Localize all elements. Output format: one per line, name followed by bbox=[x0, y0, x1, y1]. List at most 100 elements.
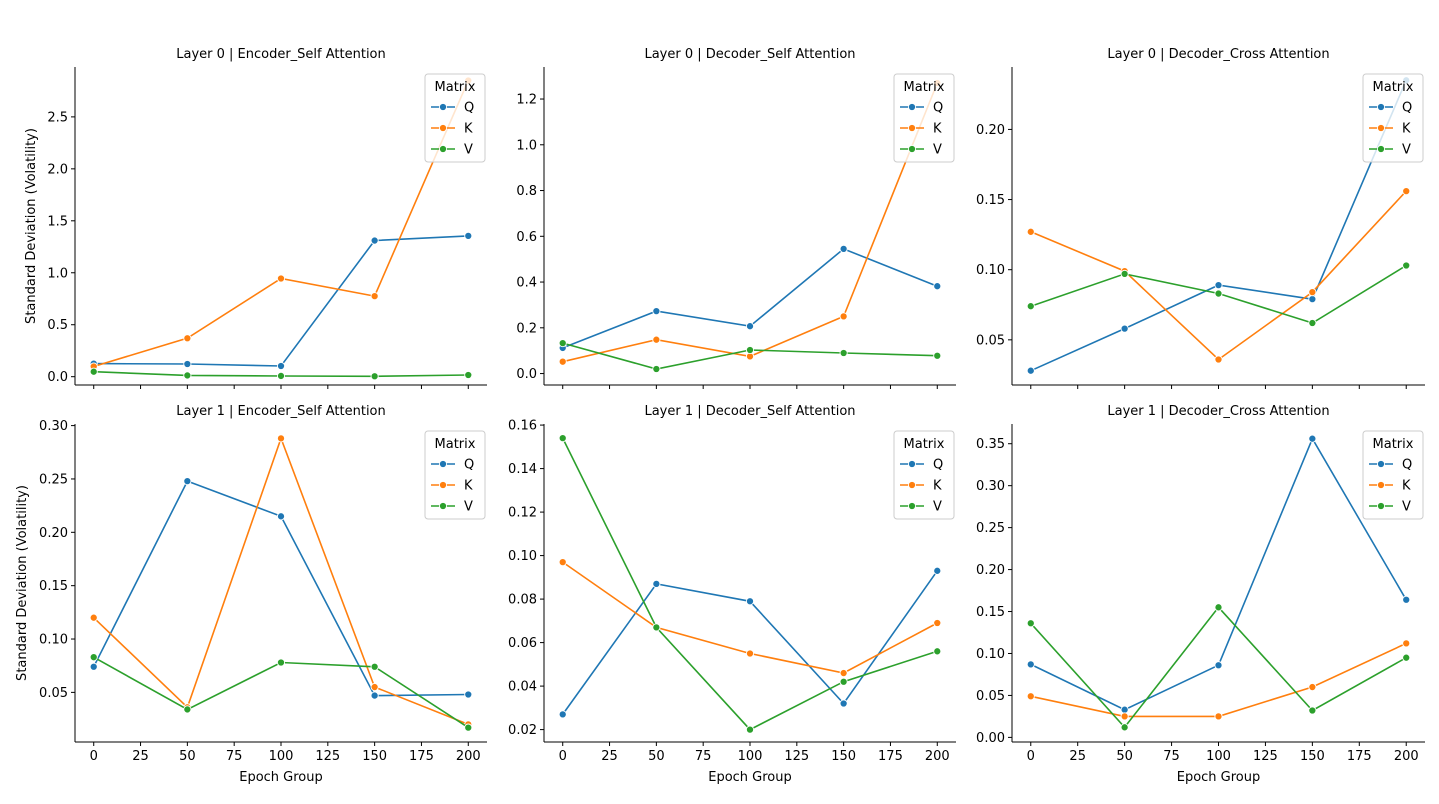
y-tick-label: 0.06 bbox=[508, 636, 537, 651]
data-point-v bbox=[276, 658, 286, 667]
data-point-q bbox=[464, 690, 473, 699]
y-tick-label: 0.08 bbox=[508, 593, 537, 608]
x-tick-label: 150 bbox=[831, 749, 856, 764]
data-point-k bbox=[276, 274, 286, 283]
data-point-q bbox=[183, 359, 192, 369]
y-tick-label: 0.2 bbox=[516, 321, 537, 336]
legend-label-v: V bbox=[1402, 143, 1411, 158]
y-tick-label: 0.10 bbox=[508, 549, 537, 564]
data-point-k bbox=[183, 334, 192, 343]
y-axis-label: Standard Deviation (Volatility) bbox=[15, 485, 30, 681]
data-point-k bbox=[839, 312, 848, 321]
data-point-q bbox=[1026, 366, 1035, 375]
legend-label-v: V bbox=[933, 500, 942, 515]
y-tick-label: 0.05 bbox=[39, 686, 68, 701]
legend-label-k: K bbox=[933, 122, 942, 137]
data-point-k bbox=[89, 613, 98, 622]
data-point-q bbox=[370, 691, 379, 700]
x-tick-label: 0 bbox=[559, 749, 567, 764]
legend-marker-v bbox=[438, 501, 448, 511]
y-tick-label: 0.15 bbox=[39, 579, 68, 594]
y-tick-label: 1.0 bbox=[47, 266, 68, 281]
x-tick-label: 125 bbox=[784, 749, 809, 764]
x-tick-label: 0 bbox=[1027, 749, 1035, 764]
legend-label-q: Q bbox=[933, 458, 943, 473]
y-tick-label: 0.0 bbox=[47, 370, 68, 385]
data-point-q bbox=[1402, 595, 1411, 604]
data-point-q bbox=[464, 231, 473, 240]
data-point-v bbox=[1026, 302, 1035, 311]
data-point-k bbox=[1308, 682, 1317, 692]
legend-marker-v bbox=[907, 501, 917, 511]
x-tick-label: 25 bbox=[132, 749, 149, 764]
data-point-k bbox=[1026, 227, 1035, 236]
legend-marker-k bbox=[438, 480, 448, 490]
data-point-v bbox=[1402, 653, 1411, 662]
legend-label-v: V bbox=[464, 143, 473, 158]
legend-label-k: K bbox=[464, 479, 473, 494]
data-point-v bbox=[652, 623, 661, 632]
y-tick-label: 0.10 bbox=[976, 263, 1005, 278]
data-point-k bbox=[745, 649, 755, 658]
y-tick-label: 0.04 bbox=[508, 680, 537, 695]
series-line-q bbox=[562, 247, 938, 349]
data-point-q bbox=[183, 477, 192, 486]
legend-marker-q bbox=[438, 102, 448, 112]
data-point-k bbox=[276, 434, 286, 443]
data-point-v bbox=[1214, 289, 1223, 298]
x-tick-label: 100 bbox=[1206, 749, 1231, 764]
y-tick-label: 1.2 bbox=[516, 93, 537, 108]
panel-1-2: Layer 1 | Decoder_Cross Attention 0.00 0.0… bbox=[976, 404, 1425, 785]
data-point-v bbox=[745, 725, 755, 734]
legend-label-q: Q bbox=[1402, 458, 1412, 473]
legend-marker-k bbox=[907, 123, 917, 133]
series-line-v bbox=[561, 437, 938, 731]
data-point-v bbox=[558, 434, 567, 443]
x-tick-label: 50 bbox=[1116, 749, 1133, 764]
x-tick-label: 25 bbox=[1069, 749, 1086, 764]
legend-marker-v bbox=[1376, 501, 1386, 511]
x-tick-label: 200 bbox=[1394, 749, 1419, 764]
data-point-v bbox=[1308, 706, 1317, 715]
data-point-v bbox=[839, 677, 848, 686]
y-tick-label: 0.6 bbox=[516, 230, 537, 245]
y-tick-label: 0.14 bbox=[508, 462, 537, 477]
legend-label-q: Q bbox=[464, 458, 474, 473]
legend-label-q: Q bbox=[1402, 101, 1412, 116]
y-tick-label: 0.25 bbox=[976, 521, 1005, 536]
x-tick-label: 25 bbox=[601, 749, 618, 764]
y-tick-label: 0.20 bbox=[976, 563, 1005, 578]
data-point-v bbox=[933, 647, 942, 656]
y-tick-label: 0.30 bbox=[976, 479, 1005, 494]
y-tick-label: 0.05 bbox=[976, 689, 1005, 704]
data-point-q bbox=[933, 282, 942, 291]
data-point-k bbox=[933, 618, 942, 628]
data-point-v bbox=[370, 372, 379, 381]
series-line-q bbox=[1030, 79, 1407, 372]
data-point-q bbox=[745, 597, 755, 606]
x-tick-label: 100 bbox=[269, 749, 294, 764]
data-point-k bbox=[1402, 639, 1411, 648]
legend-title: Matrix bbox=[435, 437, 476, 452]
x-tick-label: 100 bbox=[738, 749, 763, 764]
x-tick-label: 50 bbox=[648, 749, 665, 764]
data-point-v bbox=[1214, 603, 1223, 612]
data-point-q bbox=[1026, 660, 1035, 669]
data-point-k bbox=[1214, 355, 1223, 364]
series-line-v bbox=[93, 656, 469, 729]
y-tick-label: 0.20 bbox=[39, 526, 68, 541]
legend-title: Matrix bbox=[1373, 437, 1414, 452]
legend-box bbox=[424, 430, 486, 520]
data-point-q bbox=[652, 579, 661, 588]
data-point-v bbox=[183, 371, 192, 380]
x-axis-label: Epoch Group bbox=[1177, 770, 1261, 785]
data-point-q bbox=[1120, 324, 1129, 333]
data-point-k bbox=[1120, 712, 1129, 721]
data-point-v bbox=[558, 339, 567, 348]
legend-label-k: K bbox=[1402, 479, 1411, 494]
data-point-v bbox=[1120, 723, 1129, 732]
x-axis-label: Epoch Group bbox=[239, 770, 323, 785]
data-point-q bbox=[276, 512, 286, 521]
legend-label-k: K bbox=[464, 122, 473, 137]
